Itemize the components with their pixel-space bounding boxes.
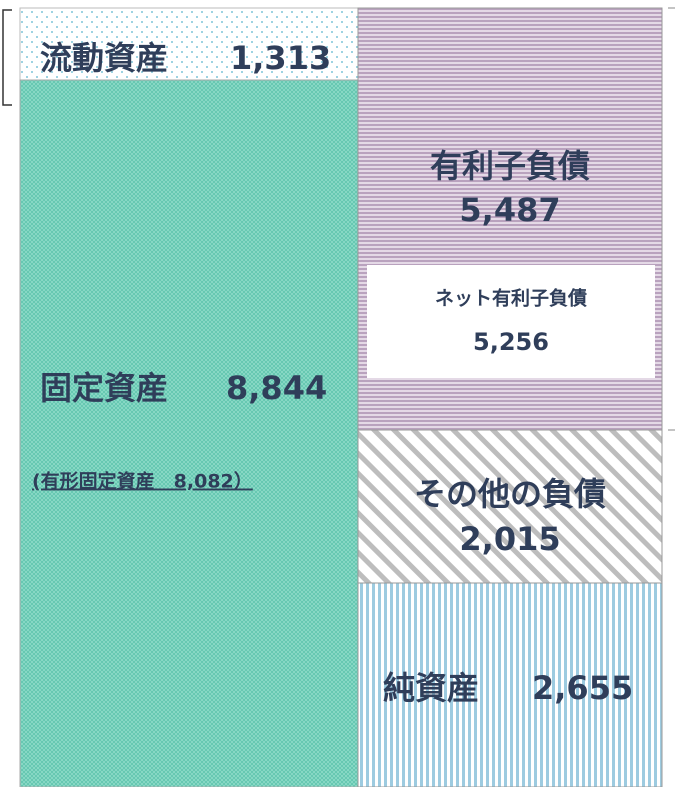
bracket xyxy=(2,9,12,106)
fixed-assets-block xyxy=(19,79,359,787)
net-debt-box xyxy=(367,265,655,378)
fixed-assets-value: 8,844 xyxy=(226,369,327,407)
current-assets-block xyxy=(19,7,359,81)
net-debt-value: 5,256 xyxy=(473,328,549,356)
interest-bearing-label: 有利子負債 xyxy=(430,147,590,185)
current-assets-label: 流動資産 xyxy=(40,39,168,77)
fixed-assets-note: (有形固定資産 8,082） xyxy=(32,470,253,493)
fixed-assets-label: 固定資産 xyxy=(40,369,168,407)
other-liabilities-value: 2,015 xyxy=(459,520,560,558)
other-liabilities-block xyxy=(357,429,663,584)
equity-label: 純資産 xyxy=(383,669,479,707)
equity-block xyxy=(357,582,663,787)
net-debt-label: ネット有利子負債 xyxy=(435,287,587,310)
current-assets-value: 1,313 xyxy=(230,39,331,77)
equity-value: 2,655 xyxy=(532,669,633,707)
other-liabilities-label: その他の負債 xyxy=(414,475,606,513)
interest-bearing-value: 5,487 xyxy=(459,191,560,229)
